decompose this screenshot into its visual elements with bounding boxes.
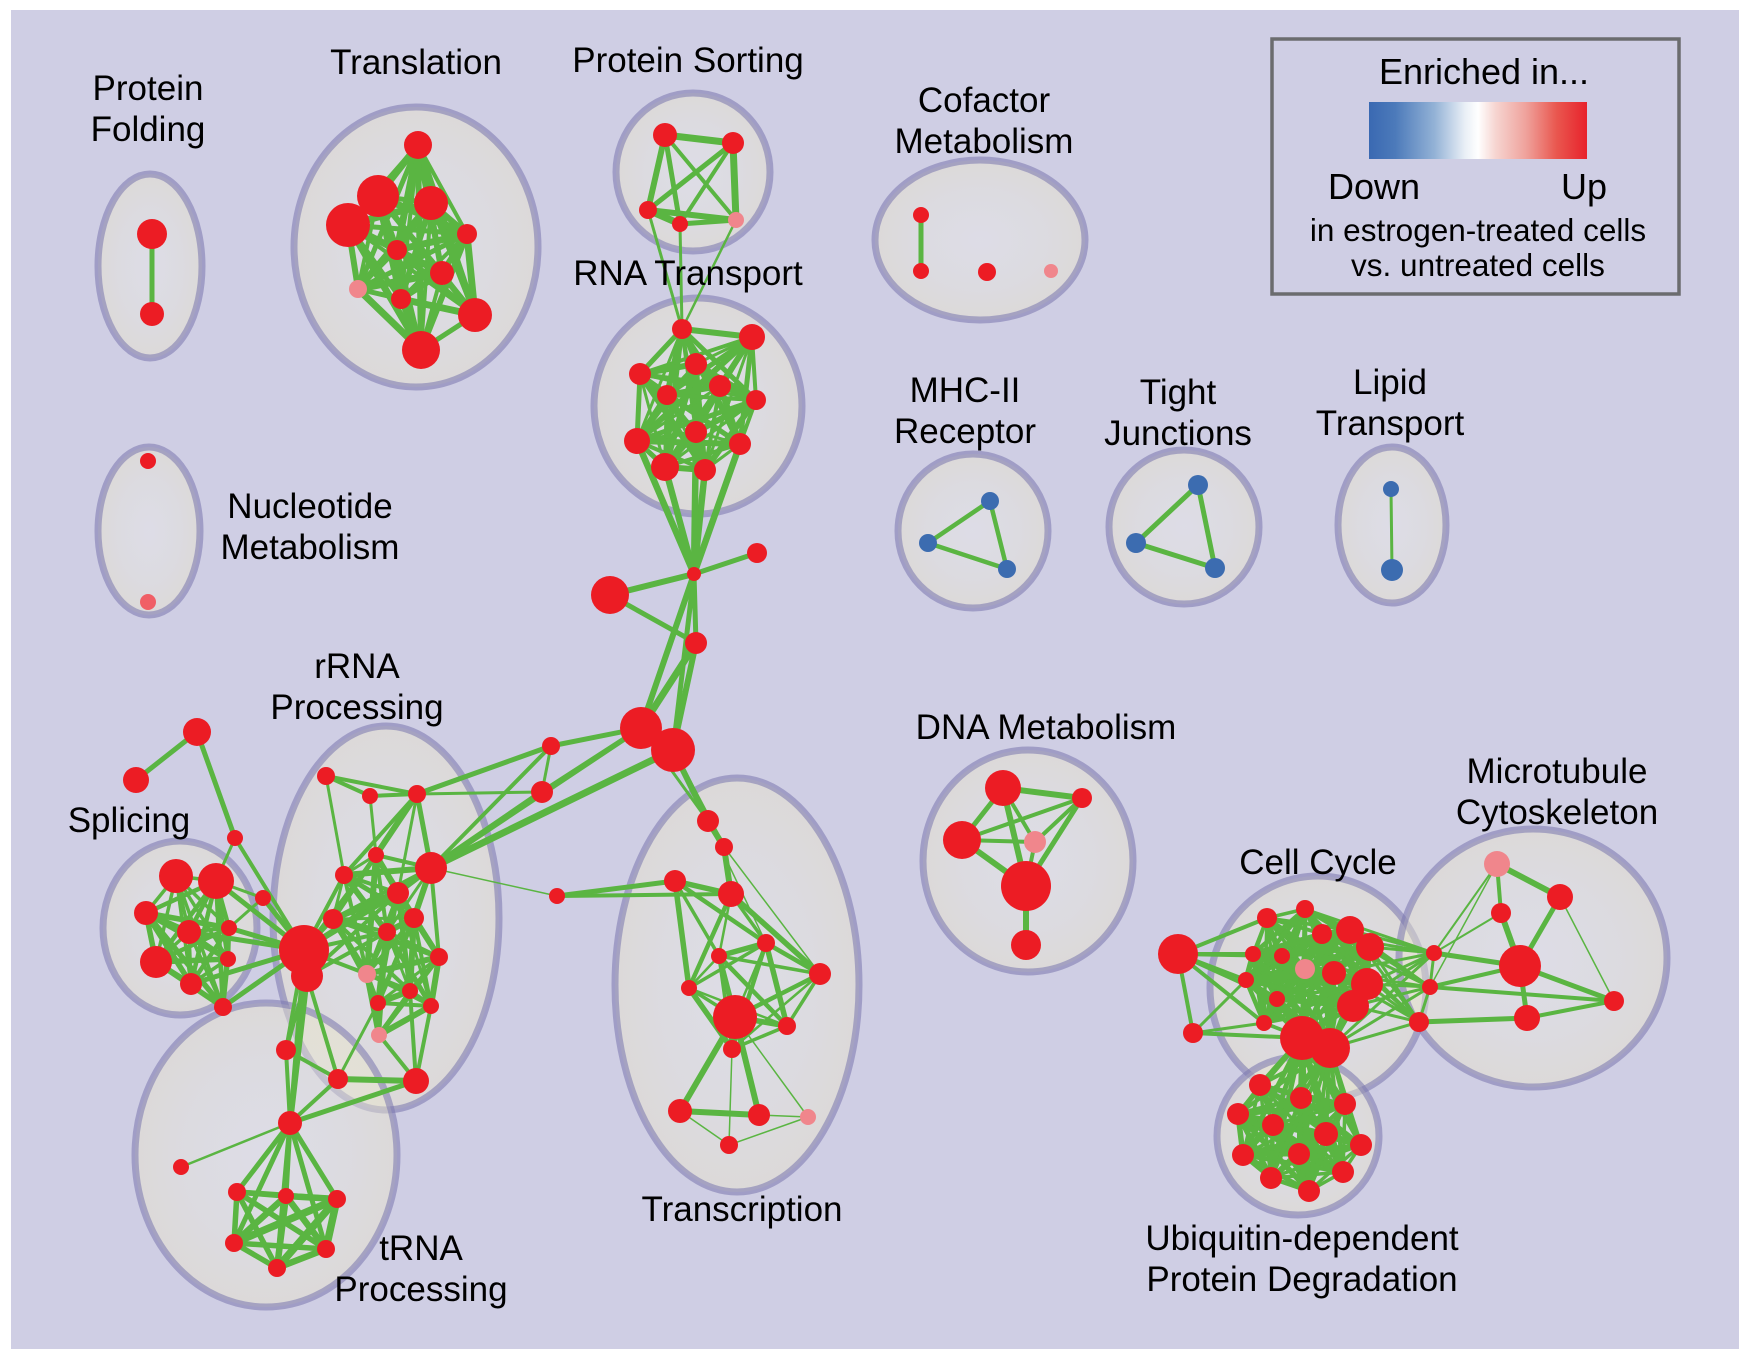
svg-text:rRNA: rRNA: [314, 647, 400, 686]
svg-text:Metabolism: Metabolism: [895, 122, 1074, 161]
svg-text:Junctions: Junctions: [1104, 414, 1252, 453]
svg-text:Transcription: Transcription: [642, 1190, 843, 1229]
svg-text:Protein Sorting: Protein Sorting: [572, 41, 804, 80]
svg-text:Splicing: Splicing: [68, 801, 191, 840]
svg-text:Receptor: Receptor: [894, 412, 1036, 451]
svg-text:tRNA: tRNA: [379, 1229, 463, 1268]
svg-text:MHC-II: MHC-II: [910, 371, 1021, 410]
svg-text:Up: Up: [1561, 166, 1607, 207]
svg-text:Metabolism: Metabolism: [221, 528, 400, 567]
svg-text:Cytoskeleton: Cytoskeleton: [1456, 793, 1658, 832]
svg-text:Protein Degradation: Protein Degradation: [1146, 1260, 1457, 1299]
svg-text:Protein: Protein: [93, 69, 204, 108]
svg-text:Processing: Processing: [334, 1270, 507, 1309]
svg-text:Ubiquitin-dependent: Ubiquitin-dependent: [1145, 1219, 1459, 1258]
svg-text:Enriched in...: Enriched in...: [1379, 51, 1589, 92]
svg-text:Tight: Tight: [1140, 373, 1217, 412]
svg-text:Microtubule: Microtubule: [1467, 752, 1648, 791]
svg-text:Folding: Folding: [91, 110, 206, 149]
svg-text:in estrogen-treated cells: in estrogen-treated cells: [1310, 212, 1646, 248]
svg-text:vs. untreated cells: vs. untreated cells: [1351, 247, 1605, 283]
svg-text:Transport: Transport: [1316, 404, 1465, 443]
svg-text:Cell Cycle: Cell Cycle: [1239, 843, 1397, 882]
svg-text:Down: Down: [1328, 166, 1420, 207]
svg-text:Lipid: Lipid: [1353, 363, 1427, 402]
svg-text:RNA Transport: RNA Transport: [573, 254, 803, 293]
svg-text:Translation: Translation: [330, 43, 502, 82]
svg-text:DNA Metabolism: DNA Metabolism: [916, 708, 1177, 747]
svg-text:Cofactor: Cofactor: [918, 81, 1051, 120]
svg-text:Processing: Processing: [270, 688, 443, 727]
svg-text:Nucleotide: Nucleotide: [227, 487, 392, 526]
